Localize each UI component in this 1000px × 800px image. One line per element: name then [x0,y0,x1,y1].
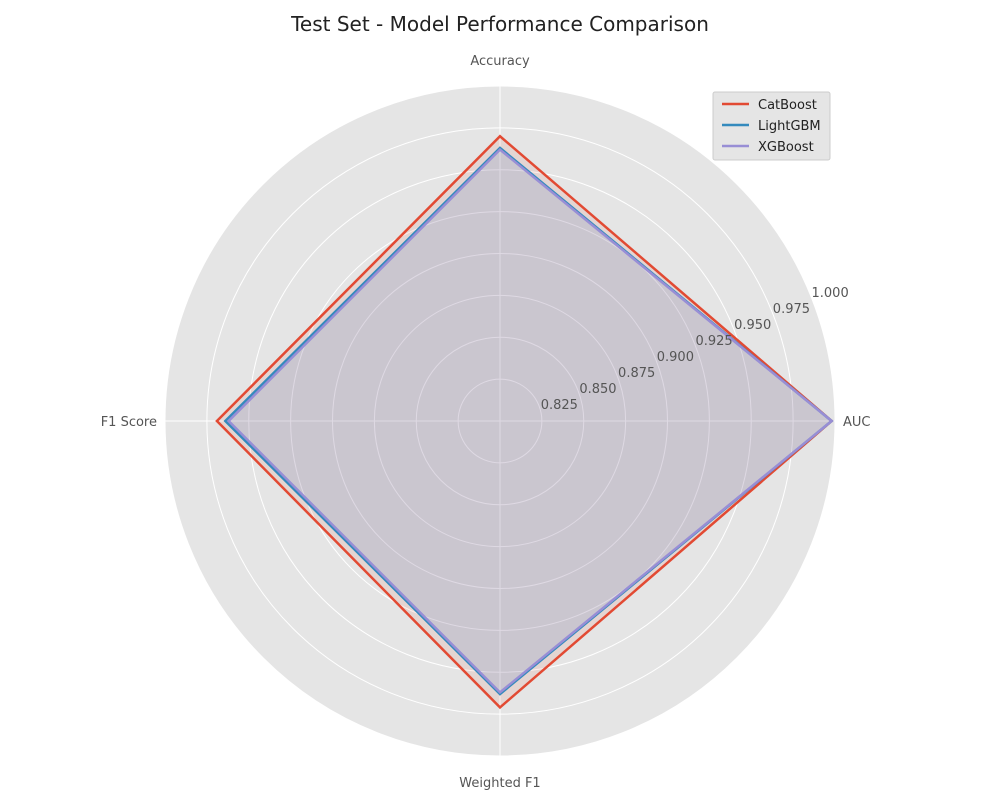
series-line-xgboost [226,147,834,695]
radial-tick-label: 0.825 [541,398,578,413]
legend-label-xgboost: XGBoost [758,140,814,155]
radial-tick-label: 1.000 [812,286,849,301]
radial-tick-label: 0.975 [773,302,810,317]
radial-tick-label: 0.925 [695,334,732,349]
legend-label-lightgbm: LightGBM [758,119,821,134]
legend-box [712,91,831,161]
series-fill-lightgbm [225,147,832,695]
axis-label-auc: AUC [843,415,871,430]
radial-tick-label: 0.950 [734,318,771,333]
radial-tick-label: 0.850 [579,382,616,397]
chart-title: Test Set - Model Performance Comparison [290,12,709,36]
series-fill-xgboost [228,149,832,693]
radial-tick-label: 0.875 [618,366,655,381]
series-line-catboost [215,134,834,710]
axis-label-weighted-f1: Weighted F1 [459,776,540,791]
radial-tick-label: 0.900 [657,350,694,365]
axis-labels: AUC Accuracy F1 Score Weighted F1 [101,54,871,791]
series-layer [215,134,834,710]
axis-label-accuracy: Accuracy [470,54,530,69]
angular-grid [165,86,835,756]
axis-label-f1-score: F1 Score [101,415,157,430]
legend-label-catboost: CatBoost [758,98,817,113]
legend: CatBoost LightGBM XGBoost [712,91,831,161]
